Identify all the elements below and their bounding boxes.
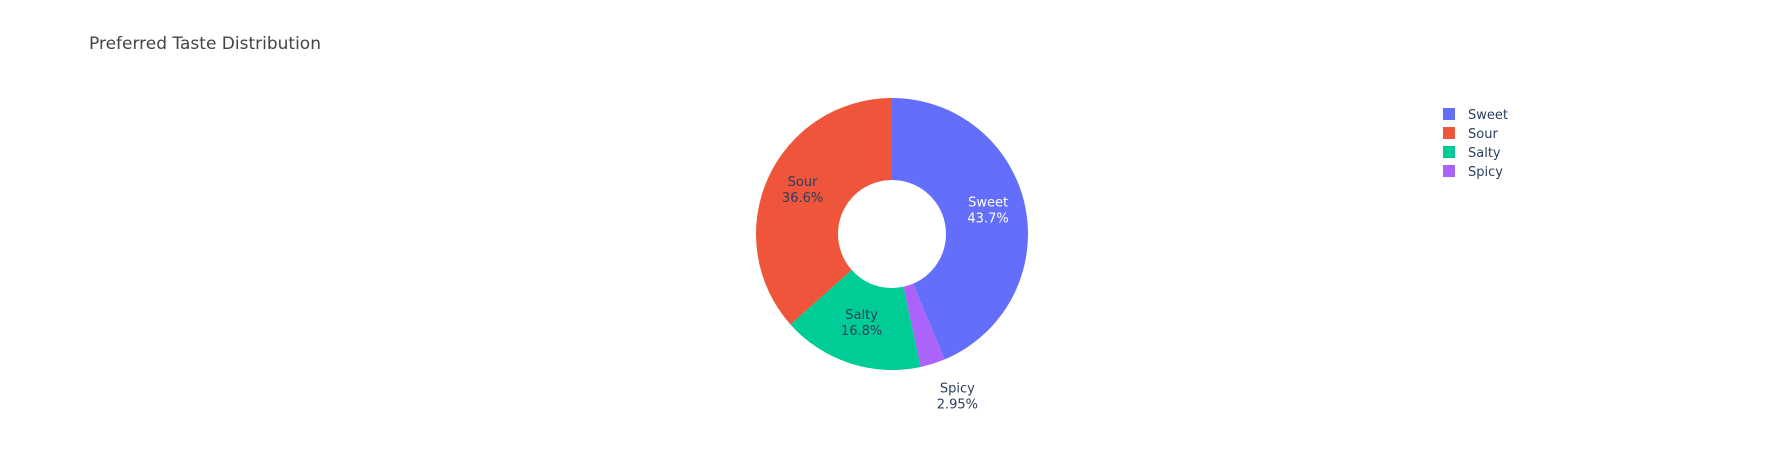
legend-label: Salty xyxy=(1468,146,1501,161)
legend-swatch xyxy=(1443,146,1455,158)
slice-label-percent: 2.95% xyxy=(937,398,978,413)
slice-label-percent: 16.8% xyxy=(841,324,882,339)
legend: Sweet Sour Salty Spicy xyxy=(1443,108,1508,180)
slice-label-name: Sweet xyxy=(968,196,1008,211)
slice-label-name: Sour xyxy=(788,175,818,190)
slice-label-percent: 43.7% xyxy=(967,212,1008,227)
slice-label-percent: 36.6% xyxy=(782,191,823,206)
legend-label: Sour xyxy=(1468,127,1498,142)
legend-item-salty[interactable]: Salty xyxy=(1443,146,1501,161)
slice-sweet[interactable] xyxy=(892,98,1029,360)
slice-spicy[interactable] xyxy=(903,283,945,367)
slice-sour[interactable] xyxy=(756,98,892,325)
legend-swatch xyxy=(1443,108,1455,120)
slice-label-name: Spicy xyxy=(940,382,975,397)
legend-item-spicy[interactable]: Spicy xyxy=(1443,165,1503,180)
legend-swatch xyxy=(1443,165,1455,177)
legend-item-sour[interactable]: Sour xyxy=(1443,127,1498,142)
slice-label-name: Salty xyxy=(845,308,878,323)
legend-label: Sweet xyxy=(1468,108,1508,123)
chart-title: Preferred Taste Distribution xyxy=(89,34,321,54)
legend-item-sweet[interactable]: Sweet xyxy=(1443,108,1508,123)
legend-swatch xyxy=(1443,127,1455,139)
legend-label: Spicy xyxy=(1468,165,1503,180)
slices-layer xyxy=(756,98,1029,370)
slice-salty[interactable] xyxy=(790,269,921,370)
